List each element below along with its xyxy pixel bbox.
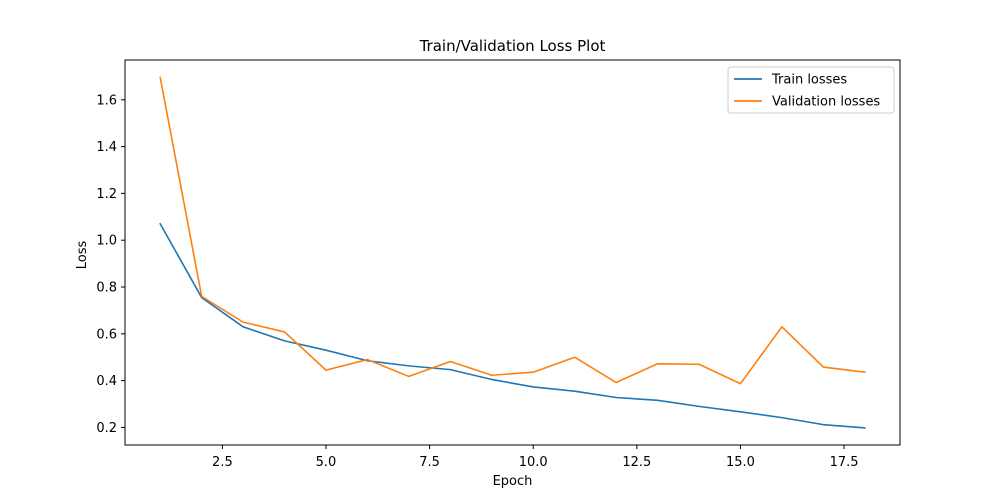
x-tick-label: 12.5 <box>622 455 651 470</box>
series-line-validation <box>159 76 866 385</box>
y-tick-label: 0.6 <box>96 327 117 342</box>
series-line-train <box>159 222 866 429</box>
legend-label-train: Train losses <box>771 73 847 88</box>
x-tick-label: 10.0 <box>519 455 548 470</box>
legend: Train losses Validation losses <box>727 66 895 114</box>
y-tick-label: 0.2 <box>96 421 117 436</box>
legend-box <box>727 66 895 114</box>
y-tick-label: 1.4 <box>96 140 117 155</box>
chart-title: Train/Validation Loss Plot <box>419 37 606 55</box>
x-tick-label: 15.0 <box>726 455 755 470</box>
y-tick-label: 1.6 <box>96 93 117 108</box>
x-axis-label: Epoch <box>493 474 533 489</box>
y-tick-label: 1.2 <box>96 187 117 202</box>
x-tick-label: 7.5 <box>419 455 440 470</box>
y-axis-label: Loss <box>75 241 90 270</box>
x-tick-label: 2.5 <box>212 455 233 470</box>
y-tick-label: 0.8 <box>96 281 117 296</box>
y-tick-label: 0.4 <box>96 374 117 389</box>
plot-frame <box>124 59 901 446</box>
x-tick-label: 17.5 <box>830 455 859 470</box>
y-tick-label: 1.0 <box>96 234 117 249</box>
plot-area: 2.5 5.0 7.5 10.0 12.5 15.0 17.5 0.2 0.4 0.6 0.8 1.0… <box>96 59 901 470</box>
x-tick-label: 5.0 <box>316 455 337 470</box>
legend-label-validation: Validation losses <box>772 95 880 110</box>
